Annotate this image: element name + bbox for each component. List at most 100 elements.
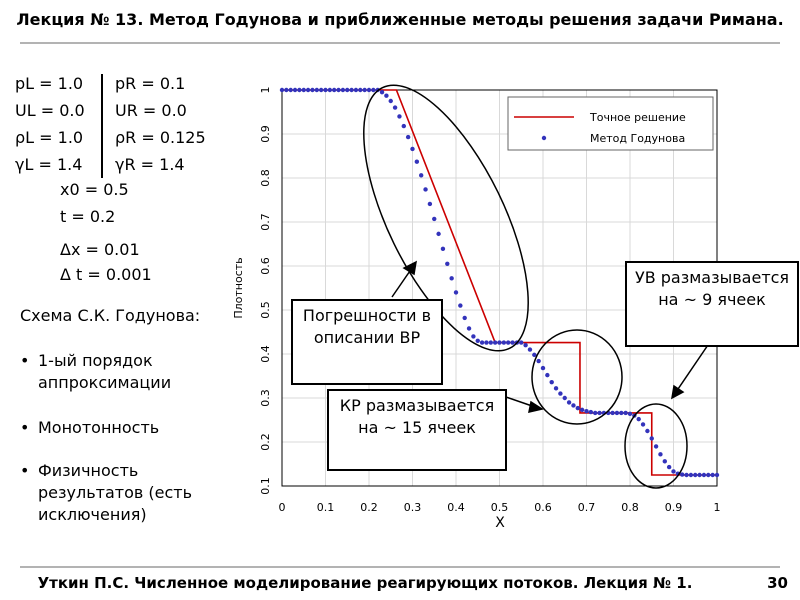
godunov-point xyxy=(336,87,341,93)
legend-godunov-label: Метод Годунова xyxy=(590,132,685,145)
godunov-point xyxy=(701,472,707,478)
godunov-point xyxy=(649,436,654,441)
y-axis-label: Плотность xyxy=(232,257,245,318)
shock-ellipse xyxy=(624,403,688,489)
godunov-point xyxy=(575,405,580,411)
bullet-text: Физичность результатов (есть исключения) xyxy=(38,461,193,524)
godunov-point xyxy=(284,87,289,93)
godunov-point xyxy=(523,343,528,348)
godunov-point xyxy=(714,472,720,478)
x-tick-label: 0.7 xyxy=(578,501,596,514)
godunov-point xyxy=(610,410,615,416)
godunov-point xyxy=(636,416,641,422)
y-tick-label: 0.2 xyxy=(259,433,272,451)
param-t: t = 0.2 xyxy=(60,207,116,226)
godunov-point xyxy=(614,410,620,416)
godunov-point xyxy=(623,410,628,416)
godunov-point xyxy=(279,87,285,93)
godunov-point xyxy=(371,87,376,93)
param-UR: UR = 0.0 xyxy=(115,101,187,120)
bullet-dot-icon: • xyxy=(20,461,30,480)
param-rhoR: ρR = 0.125 xyxy=(115,128,206,147)
rarefaction-callout: Погрешности в описании ВР xyxy=(291,299,443,385)
rarefaction-ellipse xyxy=(363,84,529,352)
godunov-point xyxy=(466,326,472,331)
x-tick-label: 0.3 xyxy=(404,501,422,514)
godunov-point xyxy=(593,410,598,416)
godunov-point xyxy=(288,87,293,93)
x-tick-label: 1 xyxy=(714,501,721,514)
y-tick-label: 0.5 xyxy=(259,301,272,319)
godunov-point xyxy=(579,407,585,413)
godunov-point xyxy=(693,472,698,478)
x-tick-label: 0.6 xyxy=(534,501,552,514)
param-gammaR: γR = 1.4 xyxy=(115,155,185,174)
godunov-point xyxy=(671,469,676,474)
godunov-point xyxy=(584,409,589,414)
bullet-text: 1-ый порядок аппроксимации xyxy=(38,351,172,392)
godunov-point xyxy=(436,231,441,237)
y-tick-label: 0.3 xyxy=(259,389,272,407)
godunov-point xyxy=(527,347,533,352)
godunov-point xyxy=(597,410,602,416)
godunov-point xyxy=(358,87,363,93)
godunov-point xyxy=(323,87,328,93)
godunov-point xyxy=(314,87,319,93)
annotation-arrows xyxy=(391,260,711,413)
godunov-point xyxy=(479,340,485,345)
godunov-point xyxy=(423,187,428,192)
param-separator xyxy=(101,74,103,178)
godunov-point xyxy=(680,472,685,477)
contact-callout: КР размазывается на ~ 15 ячеек xyxy=(327,389,507,471)
godunov-point xyxy=(666,464,672,470)
godunov-point xyxy=(379,90,385,95)
y-tick-labels: 0.1 0.2 0.3 0.4 0.5 0.6 0.7 0.8 0.9 1 xyxy=(259,87,272,495)
godunov-point xyxy=(332,87,337,93)
param-dt: Δ t = 0.001 xyxy=(60,265,152,284)
bullet-dot-icon: • xyxy=(20,418,30,437)
godunov-point xyxy=(619,410,624,416)
right-state-params: pR = 0.1 UR = 0.0 ρR = 0.125 γR = 1.4 xyxy=(115,70,206,178)
godunov-point xyxy=(497,340,502,345)
godunov-point xyxy=(471,334,476,339)
exact-solution-line xyxy=(282,89,717,476)
x-tick-label: 0 xyxy=(279,501,286,514)
bullet-text: Монотонность xyxy=(38,418,160,437)
godunov-point xyxy=(684,472,689,478)
godunov-point xyxy=(297,87,302,93)
x-tick-label: 0.5 xyxy=(491,501,509,514)
slide-title: Лекция № 13. Метод Годунова и приближенн… xyxy=(16,10,784,29)
legend-exact-label: Точное решение xyxy=(589,111,686,124)
godunov-point xyxy=(540,365,546,371)
godunov-point xyxy=(397,114,402,119)
shock-callout: УВ размазывается на ~ 9 ячеек xyxy=(625,261,799,347)
godunov-point xyxy=(327,87,333,93)
godunov-point xyxy=(401,123,406,129)
godunov-point xyxy=(445,261,450,266)
left-state-params: pL = 1.0 UL = 0.0 ρL = 1.0 γL = 1.4 xyxy=(15,70,85,178)
godunov-point xyxy=(305,87,311,93)
legend-godunov-swatch xyxy=(541,135,547,141)
godunov-point xyxy=(710,472,715,478)
param-gammaL: γL = 1.4 xyxy=(15,155,83,174)
godunov-point xyxy=(501,340,507,345)
godunov-point xyxy=(645,428,650,434)
x-tick-label: 0.4 xyxy=(447,501,465,514)
godunov-point xyxy=(697,472,702,478)
param-pL: pL = 1.0 xyxy=(15,74,84,93)
godunov-point xyxy=(562,395,567,401)
godunov-point xyxy=(653,444,659,449)
godunov-point xyxy=(292,87,298,93)
godunov-point xyxy=(536,358,541,364)
chart-legend: Точное решение Метод Годунова xyxy=(507,96,714,151)
godunov-point xyxy=(340,87,346,93)
x-axis-label: X xyxy=(495,515,505,531)
godunov-point xyxy=(440,246,446,252)
godunov-point xyxy=(453,290,459,295)
scheme-title: Схема С.К. Годунова: xyxy=(20,306,201,325)
godunov-point xyxy=(588,409,594,415)
godunov-point xyxy=(640,422,646,427)
param-UL: UL = 0.0 xyxy=(15,101,85,120)
annotation-ellipses xyxy=(363,84,688,489)
godunov-point xyxy=(301,87,306,93)
